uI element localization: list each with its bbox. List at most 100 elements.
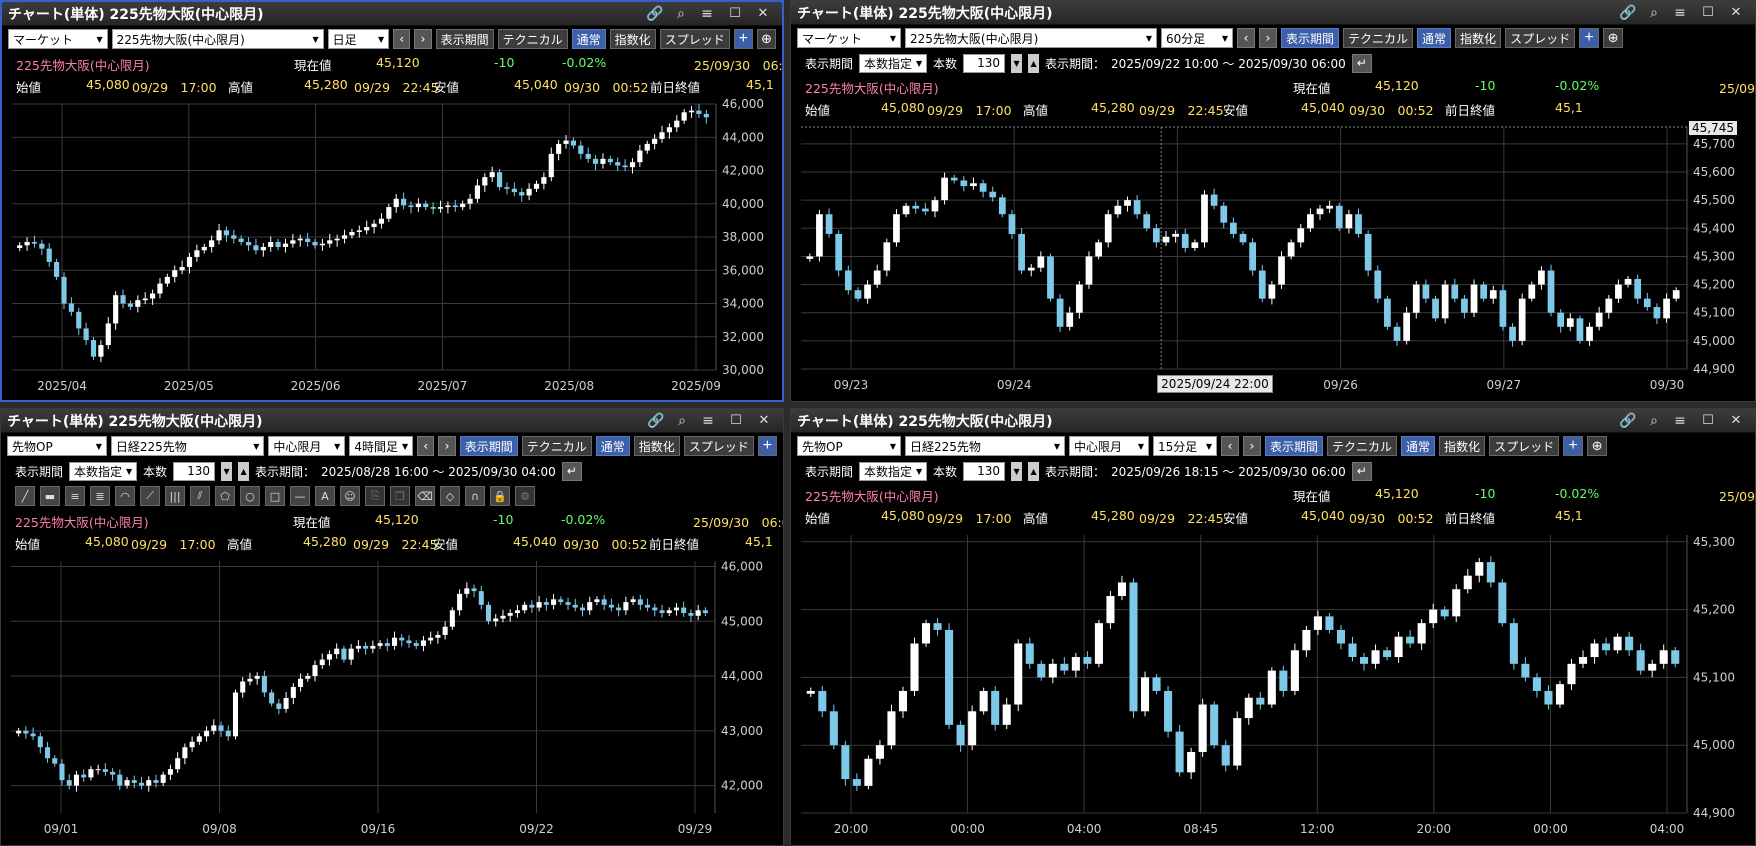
- refresh-icon[interactable]: ↵: [561, 461, 582, 481]
- spin-down-icon[interactable]: ▼: [1011, 53, 1023, 73]
- market-select[interactable]: 先物OP ▼: [797, 436, 901, 456]
- maximize-icon[interactable]: ☐: [1702, 5, 1714, 20]
- normal-button[interactable]: 通常: [571, 29, 606, 49]
- next-icon[interactable]: ›: [414, 29, 432, 49]
- index-button[interactable]: 指数化: [1439, 436, 1486, 456]
- market-select[interactable]: 先物OP ▼: [7, 436, 107, 456]
- circle-icon[interactable]: ○: [240, 486, 260, 506]
- panel-titlebar[interactable]: チャート(単体) 225先物大阪(中心限月) 🔗 ⌕ ≡ ☐ ✕: [2, 2, 782, 26]
- period-select[interactable]: 15分足 ▼: [1153, 436, 1217, 456]
- technical-button[interactable]: テクニカル: [497, 29, 568, 49]
- symbol-select[interactable]: 225先物大阪(中心限月) ▼: [111, 29, 324, 49]
- prev-icon[interactable]: ‹: [1237, 28, 1255, 48]
- link-icon[interactable]: 🔗: [646, 5, 664, 22]
- spread-button[interactable]: スプレッド: [683, 436, 754, 456]
- link-icon[interactable]: 🔗: [1619, 412, 1637, 429]
- prev-icon[interactable]: ‹: [393, 29, 411, 49]
- chart-panel[interactable]: チャート(単体) 225先物大阪(中心限月) 🔗 ⌕ ≡ ☐ ✕ 先物OP ▼ 日経225先物 ▼…: [0, 408, 784, 846]
- close-icon[interactable]: ✕: [758, 413, 770, 428]
- market-select[interactable]: マーケット ▼: [8, 29, 108, 49]
- panel-titlebar[interactable]: チャート(単体) 225先物大阪(中心限月) 🔗 ⌕ ≡ ☐ ✕: [1, 409, 783, 433]
- next-icon[interactable]: ›: [1243, 436, 1261, 456]
- contract-select[interactable]: 中心限月 ▼: [268, 436, 346, 456]
- symbol-select[interactable]: 日経225先物 ▼: [905, 436, 1065, 456]
- refresh-icon[interactable]: ↵: [1351, 461, 1372, 481]
- maximize-icon[interactable]: ☐: [1702, 413, 1714, 428]
- chart-panel[interactable]: チャート(単体) 225先物大阪(中心限月) 🔗 ⌕ ≡ ☐ ✕ マーケット ▼ 225先物大阪…: [790, 0, 1756, 402]
- candlestick-chart[interactable]: 45,700 45,600 45,500 45,400 45,300 45,200 45,1…: [791, 119, 1753, 399]
- index-button[interactable]: 指数化: [633, 436, 680, 456]
- link-icon[interactable]: 🔗: [1619, 4, 1637, 21]
- spin-up-icon[interactable]: ▲: [1028, 461, 1040, 481]
- eraser-icon[interactable]: ⌫: [415, 486, 435, 506]
- menu-icon[interactable]: ≡: [702, 412, 714, 429]
- menu-icon[interactable]: ≡: [1674, 412, 1686, 429]
- panel-titlebar[interactable]: チャート(単体) 225先物大阪(中心限月) 🔗 ⌕ ≡ ☐ ✕: [791, 409, 1755, 433]
- search-icon[interactable]: ⌕: [1650, 4, 1658, 21]
- magnet-icon[interactable]: ∩: [465, 486, 485, 506]
- close-icon[interactable]: ✕: [1730, 5, 1742, 20]
- panel-titlebar[interactable]: チャート(単体) 225先物大阪(中心限月) 🔗 ⌕ ≡ ☐ ✕: [791, 1, 1755, 25]
- stamp-icon[interactable]: ☺: [340, 486, 360, 506]
- market-select[interactable]: マーケット ▼: [797, 28, 901, 48]
- search-icon[interactable]: ⌕: [677, 5, 685, 22]
- spin-down-icon[interactable]: ▼: [221, 461, 233, 481]
- period-select[interactable]: 4時間足 ▼: [349, 436, 414, 456]
- prev-icon[interactable]: ‹: [417, 436, 435, 456]
- next-icon[interactable]: ›: [1259, 28, 1277, 48]
- hlines-icon[interactable]: ≡: [65, 486, 85, 506]
- count-input[interactable]: 130: [173, 461, 216, 481]
- technical-button[interactable]: テクニカル: [1327, 436, 1398, 456]
- technical-button[interactable]: テクニカル: [1343, 28, 1414, 48]
- display-period-button[interactable]: 表示期間: [1281, 28, 1340, 48]
- index-button[interactable]: 指数化: [1455, 28, 1502, 48]
- ruler-icon[interactable]: ▬: [40, 486, 60, 506]
- spread-button[interactable]: スプレッド: [1505, 28, 1576, 48]
- count-input[interactable]: 130: [963, 53, 1006, 73]
- layer-icon[interactable]: ❐: [390, 486, 410, 506]
- channel-icon[interactable]: ⫽: [190, 486, 210, 506]
- period-select[interactable]: 日足 ▼: [327, 29, 390, 49]
- copy-icon[interactable]: ⎘: [365, 486, 385, 506]
- search-icon[interactable]: ⌕: [1650, 412, 1658, 429]
- normal-button[interactable]: 通常: [1401, 436, 1436, 456]
- chart-panel[interactable]: チャート(単体) 225先物大阪(中心限月) 🔗 ⌕ ≡ ☐ ✕ 先物OP ▼ 日経225先物 ▼…: [790, 408, 1756, 846]
- gear-icon[interactable]: ⚙: [515, 486, 535, 506]
- candlestick-chart[interactable]: 46,000 44,000 42,000 40,000 38,000 36,000 34,0…: [2, 96, 782, 400]
- chart-panel[interactable]: チャート(単体) 225先物大阪(中心限月) 🔗 ⌕ ≡ ☐ ✕ マーケット ▼ 225先物大阪…: [0, 0, 784, 402]
- index-button[interactable]: 指数化: [609, 29, 656, 49]
- lock-icon[interactable]: 🔒: [490, 486, 510, 506]
- hline-icon[interactable]: —: [290, 486, 310, 506]
- normal-button[interactable]: 通常: [1417, 28, 1452, 48]
- add-icon[interactable]: +: [1563, 436, 1584, 456]
- count-mode-select[interactable]: 本数指定 ▼: [859, 53, 928, 73]
- close-icon[interactable]: ✕: [757, 6, 769, 21]
- technical-button[interactable]: テクニカル: [521, 436, 592, 456]
- menu-icon[interactable]: ≡: [1674, 4, 1686, 21]
- display-period-button[interactable]: 表示期間: [435, 29, 494, 49]
- count-mode-select[interactable]: 本数指定 ▼: [859, 461, 928, 481]
- line-icon[interactable]: ╱: [15, 486, 35, 506]
- arc-icon[interactable]: ◠: [115, 486, 135, 506]
- maximize-icon[interactable]: ☐: [730, 413, 742, 428]
- count-mode-select[interactable]: 本数指定 ▼: [69, 461, 138, 481]
- display-period-button[interactable]: 表示期間: [1265, 436, 1324, 456]
- rect-icon[interactable]: □: [265, 486, 285, 506]
- spin-down-icon[interactable]: ▼: [1011, 461, 1023, 481]
- add-icon[interactable]: +: [757, 436, 777, 456]
- close-icon[interactable]: ✕: [1730, 413, 1742, 428]
- candlestick-chart[interactable]: 45,300 45,200 45,100 45,000 44,900 20:00 00:00…: [791, 527, 1753, 843]
- tag-icon[interactable]: ◇: [440, 486, 460, 506]
- menu-icon[interactable]: ≡: [701, 5, 713, 22]
- spread-button[interactable]: スプレッド: [1489, 436, 1560, 456]
- vlines-icon[interactable]: |||: [165, 486, 185, 506]
- text-icon[interactable]: A: [315, 486, 335, 506]
- add-icon[interactable]: +: [1579, 28, 1600, 48]
- pentagon-icon[interactable]: ⬠: [215, 486, 235, 506]
- spin-up-icon[interactable]: ▲: [238, 461, 250, 481]
- next-icon[interactable]: ›: [438, 436, 456, 456]
- search-icon[interactable]: ⌕: [678, 412, 686, 429]
- zoom-icon[interactable]: ⊕: [1587, 436, 1608, 456]
- spin-up-icon[interactable]: ▲: [1028, 53, 1040, 73]
- normal-button[interactable]: 通常: [595, 436, 630, 456]
